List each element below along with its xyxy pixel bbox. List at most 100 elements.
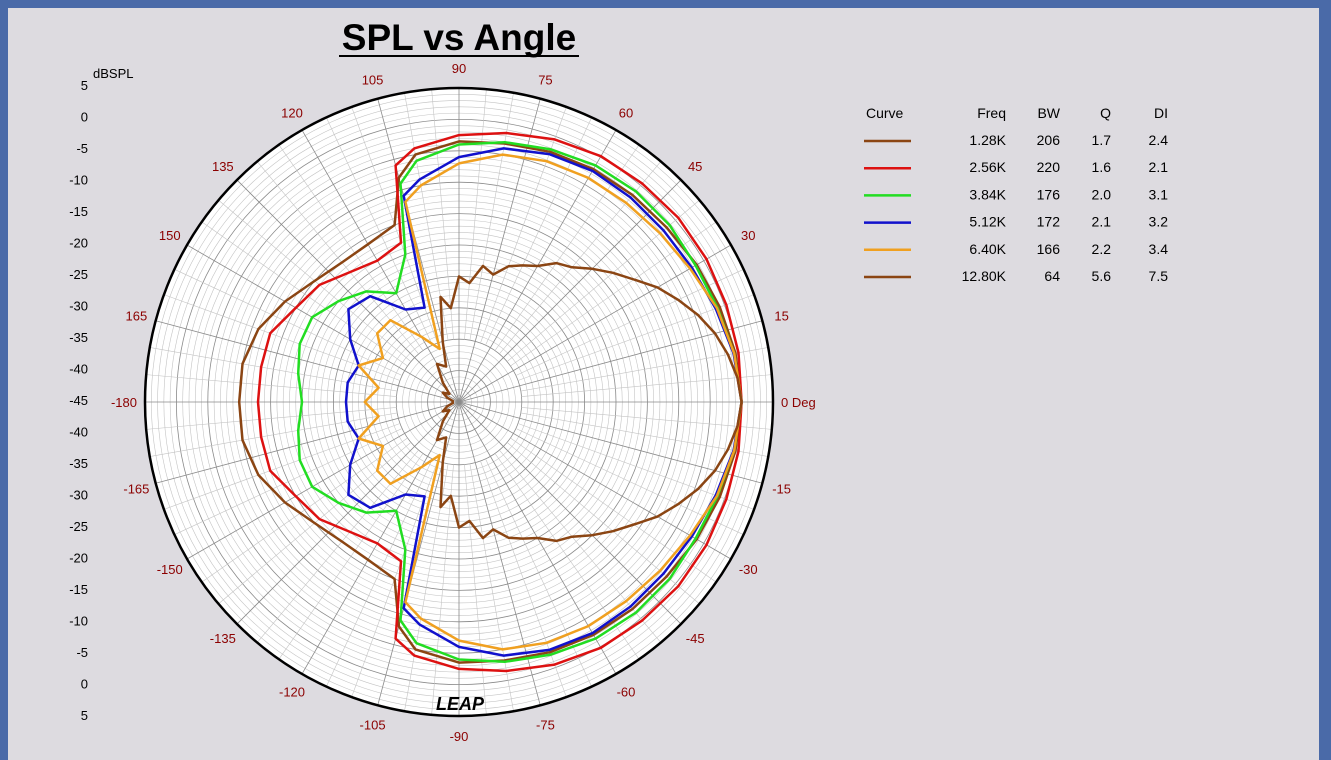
radial-tick-label: -45 bbox=[69, 393, 88, 408]
grid-spoke bbox=[377, 98, 460, 403]
legend-cell: 5.12K bbox=[969, 214, 1006, 230]
grid-spoke bbox=[326, 458, 433, 687]
legend-header: DI bbox=[1154, 105, 1168, 121]
legend-cell: 3.84K bbox=[969, 186, 1006, 202]
radial-tick-label: 5 bbox=[81, 78, 88, 93]
angle-tick-label: -90 bbox=[450, 729, 469, 744]
legend-cell: 3.4 bbox=[1149, 241, 1169, 257]
angle-tick-label: 135 bbox=[212, 159, 234, 174]
grid-spoke bbox=[458, 401, 682, 625]
grid-spoke bbox=[236, 401, 460, 625]
polar-chart: SPL vs Angle dBSPL 0 Deg 15 30 45 60 75 90 105 1… bbox=[69, 17, 1169, 744]
series-curve-5.12K bbox=[344, 147, 743, 657]
grid-spoke bbox=[146, 407, 397, 430]
grid-spoke bbox=[458, 179, 682, 403]
chart-title: SPL vs Angle bbox=[342, 17, 576, 58]
axis-labels: 0 Deg 15 30 45 60 75 90 105 120 135 150 165 -180 -165… bbox=[69, 61, 816, 744]
radial-tick-label: 5 bbox=[81, 708, 88, 723]
polar-grid bbox=[143, 86, 775, 718]
angle-tick-label: -120 bbox=[279, 684, 305, 699]
radial-tick-label: -15 bbox=[69, 582, 88, 597]
angle-tick-label: -165 bbox=[123, 481, 149, 496]
legend-header: Freq bbox=[977, 105, 1006, 121]
grid-spoke bbox=[464, 464, 487, 715]
legend-cell: 6.40K bbox=[969, 241, 1006, 257]
angle-tick-label: -30 bbox=[739, 562, 758, 577]
legend-cell: 2.4 bbox=[1149, 132, 1169, 148]
series-curve-12.80K bbox=[435, 261, 743, 543]
legend-cell: 166 bbox=[1037, 241, 1061, 257]
legend-cell: 2.2 bbox=[1092, 241, 1112, 257]
grid-spoke bbox=[155, 320, 460, 403]
legend-cell: 5.6 bbox=[1092, 268, 1112, 284]
angle-tick-label: 90 bbox=[452, 61, 466, 76]
radial-tick-label: -25 bbox=[69, 267, 88, 282]
angle-tick-label: -150 bbox=[157, 562, 183, 577]
grid-spoke bbox=[458, 98, 541, 403]
radial-tick-label: -30 bbox=[69, 299, 88, 314]
legend-cell: 1.28K bbox=[969, 132, 1006, 148]
radial-tick-label: -5 bbox=[76, 645, 88, 660]
legend-cell: 2.56K bbox=[969, 159, 1006, 175]
grid-spoke bbox=[149, 412, 398, 457]
angle-tick-label: -180 bbox=[111, 395, 137, 410]
grid-spoke bbox=[485, 458, 592, 687]
grid-spoke bbox=[186, 244, 460, 403]
grid-spoke bbox=[278, 453, 424, 660]
leap-logo: LEAP bbox=[436, 694, 485, 714]
angle-tick-label: 0 Deg bbox=[781, 395, 816, 410]
series-curve-3.84K bbox=[296, 140, 743, 664]
angle-tick-label: 45 bbox=[688, 159, 702, 174]
grid-spoke bbox=[301, 129, 460, 403]
radial-unit-label: dBSPL bbox=[93, 66, 133, 81]
grid-spoke bbox=[155, 401, 460, 484]
radial-tick-label: 0 bbox=[81, 677, 88, 692]
grid-spoke bbox=[186, 401, 460, 560]
grid-spoke bbox=[499, 449, 662, 643]
radial-tick-label: -15 bbox=[69, 204, 88, 219]
angle-tick-label: -15 bbox=[772, 481, 791, 496]
grid-spoke bbox=[326, 117, 433, 346]
legend-header: Q bbox=[1100, 105, 1111, 121]
angle-tick-label: 30 bbox=[741, 228, 755, 243]
radial-tick-label: 0 bbox=[81, 110, 88, 125]
grid-spoke bbox=[499, 161, 662, 355]
legend-cell: 206 bbox=[1037, 132, 1061, 148]
grid-spoke bbox=[458, 244, 732, 403]
angle-tick-label: 60 bbox=[619, 106, 633, 121]
grid-spoke bbox=[431, 464, 454, 715]
radial-tick-label: -35 bbox=[69, 456, 88, 471]
legend-cell: 2.1 bbox=[1092, 214, 1112, 230]
grid-spoke bbox=[485, 117, 592, 346]
angle-tick-label: 120 bbox=[281, 106, 303, 121]
grid-spoke bbox=[480, 106, 567, 344]
chart-frame: SPL vs Angle dBSPL 0 Deg 15 30 45 60 75 90 105 1… bbox=[8, 8, 1319, 760]
angle-tick-label: 150 bbox=[159, 228, 181, 243]
legend-cell: 7.5 bbox=[1149, 268, 1169, 284]
grid-spoke bbox=[278, 144, 424, 351]
grid-spoke bbox=[521, 374, 772, 397]
grid-spoke bbox=[458, 320, 763, 403]
grid-spoke bbox=[201, 437, 408, 583]
radial-tick-label: -10 bbox=[69, 173, 88, 188]
radial-tick-label: -40 bbox=[69, 425, 88, 440]
grid-spoke bbox=[458, 401, 541, 706]
radial-tick-label: -25 bbox=[69, 519, 88, 534]
grid-spoke bbox=[201, 221, 408, 367]
grid-spoke bbox=[431, 89, 454, 340]
angle-tick-label: 165 bbox=[126, 309, 148, 324]
legend-header: Curve bbox=[866, 105, 904, 121]
radial-tick-label: -40 bbox=[69, 362, 88, 377]
grid-spoke bbox=[236, 179, 460, 403]
series-curve-6.40K bbox=[357, 153, 743, 651]
legend-cell: 176 bbox=[1037, 186, 1061, 202]
grid-spoke bbox=[174, 269, 403, 376]
legend-cell: 3.1 bbox=[1149, 186, 1169, 202]
radial-tick-label: -10 bbox=[69, 614, 88, 629]
series-curve-2.56K bbox=[256, 131, 743, 673]
angle-tick-label: -105 bbox=[360, 718, 386, 733]
legend-cell: 172 bbox=[1037, 214, 1061, 230]
grid-spoke bbox=[458, 401, 732, 560]
radial-tick-label: -30 bbox=[69, 488, 88, 503]
series-curve-1.28K bbox=[237, 140, 743, 664]
